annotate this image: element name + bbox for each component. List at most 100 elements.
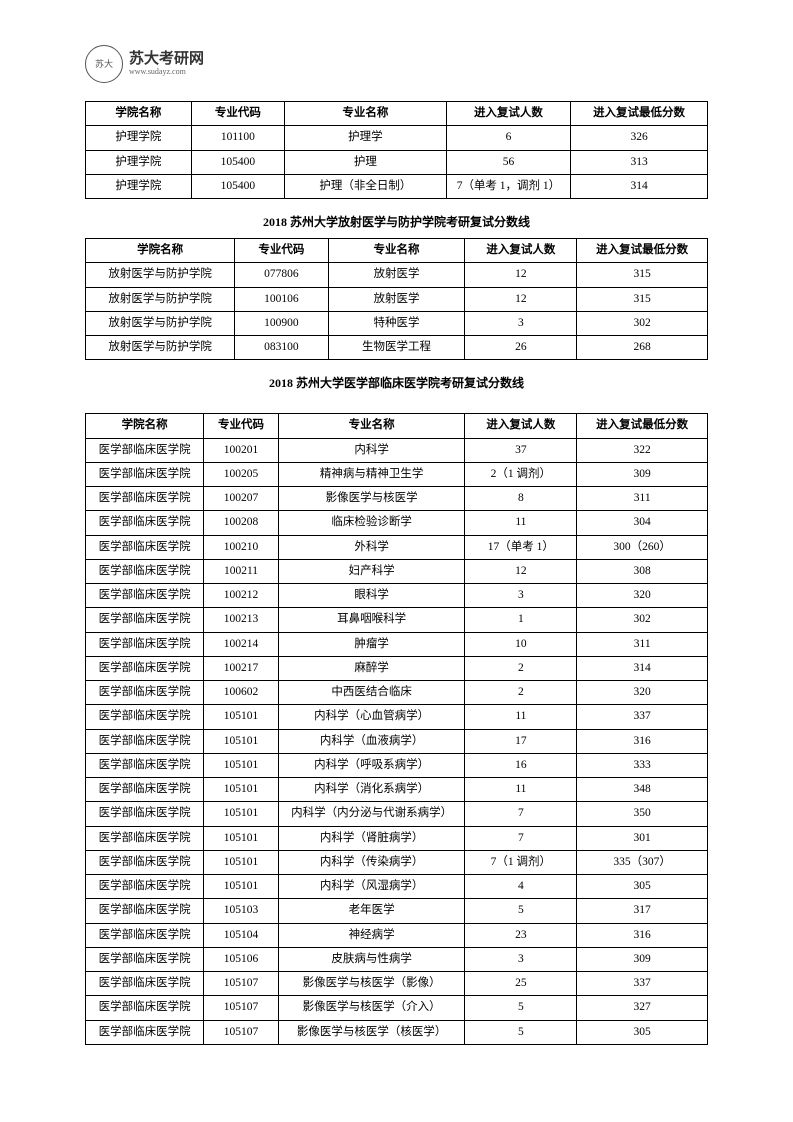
table-cell: 105101 [204, 850, 279, 874]
table-cell: 105101 [204, 753, 279, 777]
table-cell: 护理学院 [86, 126, 192, 150]
table-cell: 7（单考 1，调剂 1） [446, 174, 570, 198]
table-cell: 5 [465, 899, 577, 923]
table-cell: 348 [577, 778, 708, 802]
table-cell: 内科学（呼吸系病学） [278, 753, 465, 777]
table-cell: 1 [465, 608, 577, 632]
table-cell: 268 [577, 336, 708, 360]
table-cell: 医学部临床医学院 [86, 1020, 204, 1044]
table-row: 医学部临床医学院105106皮肤病与性病学3309 [86, 947, 708, 971]
table-cell: 外科学 [278, 535, 465, 559]
table-cell: 316 [577, 729, 708, 753]
table-cell: 301 [577, 826, 708, 850]
table-cell: 313 [571, 150, 708, 174]
section-title-radiology: 2018 苏州大学放射医学与防护学院考研复试分数线 [85, 213, 708, 230]
column-header: 进入复试最低分数 [571, 102, 708, 126]
table-cell: 生物医学工程 [328, 336, 465, 360]
table-cell: 314 [577, 656, 708, 680]
table-cell: 105400 [191, 150, 284, 174]
column-header: 学院名称 [86, 239, 235, 263]
table-cell: 内科学（内分泌与代谢系病学） [278, 802, 465, 826]
table-row: 医学部临床医学院105107影像医学与核医学（介入）5327 [86, 996, 708, 1020]
table-cell: 放射医学与防护学院 [86, 336, 235, 360]
table-cell: 麻醉学 [278, 656, 465, 680]
table-cell: 皮肤病与性病学 [278, 947, 465, 971]
site-logo: 苏大 苏大考研网 www.sudayz.com [85, 45, 708, 83]
table-cell: 内科学（肾脏病学） [278, 826, 465, 850]
table-cell: 妇产科学 [278, 559, 465, 583]
logo-url: www.sudayz.com [129, 68, 204, 77]
table-row: 医学部临床医学院105101内科学（风湿病学）4305 [86, 875, 708, 899]
table-cell: 4 [465, 875, 577, 899]
table-row: 放射医学与防护学院100900特种医学3302 [86, 311, 708, 335]
table-cell: 12 [465, 263, 577, 287]
column-header: 专业代码 [235, 239, 328, 263]
table-row: 医学部临床医学院105101内科学（血液病学）17316 [86, 729, 708, 753]
table-cell: 2 [465, 681, 577, 705]
table-cell: 医学部临床医学院 [86, 511, 204, 535]
table-cell: 5 [465, 1020, 577, 1044]
column-header: 进入复试最低分数 [577, 414, 708, 438]
table-row: 医学部临床医学院100213耳鼻咽喉科学1302 [86, 608, 708, 632]
table-cell: 放射医学与防护学院 [86, 263, 235, 287]
table-clinical: 学院名称专业代码专业名称进入复试人数进入复试最低分数 医学部临床医学院10020… [85, 413, 708, 1045]
table-cell: 100205 [204, 462, 279, 486]
table-cell: 护理（非全日制） [285, 174, 447, 198]
table-cell: 6 [446, 126, 570, 150]
table-cell: 26 [465, 336, 577, 360]
table-cell: 放射医学与防护学院 [86, 287, 235, 311]
table-cell: 影像医学与核医学 [278, 487, 465, 511]
table-cell: 309 [577, 462, 708, 486]
table-cell: 37 [465, 438, 577, 462]
table-cell: 医学部临床医学院 [86, 996, 204, 1020]
table-cell: 311 [577, 487, 708, 511]
table-cell: 3 [465, 584, 577, 608]
table-row: 医学部临床医学院105107影像医学与核医学（影像）25337 [86, 972, 708, 996]
table-cell: 影像医学与核医学（核医学） [278, 1020, 465, 1044]
table-cell: 314 [571, 174, 708, 198]
column-header: 专业名称 [278, 414, 465, 438]
table-cell: 7（1 调剂） [465, 850, 577, 874]
table-row: 医学部临床医学院100217麻醉学2314 [86, 656, 708, 680]
table-cell: 2（1 调剂） [465, 462, 577, 486]
logo-badge-icon: 苏大 [85, 45, 123, 83]
table-cell: 315 [577, 287, 708, 311]
table-cell: 100106 [235, 287, 328, 311]
table-row: 医学部临床医学院105103老年医学5317 [86, 899, 708, 923]
table-cell: 医学部临床医学院 [86, 438, 204, 462]
table-row: 医学部临床医学院100210外科学17（单考 1）300（260） [86, 535, 708, 559]
table-cell: 083100 [235, 336, 328, 360]
table-cell: 302 [577, 311, 708, 335]
table-cell: 25 [465, 972, 577, 996]
table-cell: 327 [577, 996, 708, 1020]
table-cell: 105107 [204, 996, 279, 1020]
table-cell: 12 [465, 559, 577, 583]
table-row: 护理学院105400护理56313 [86, 150, 708, 174]
table-cell: 56 [446, 150, 570, 174]
table-cell: 100900 [235, 311, 328, 335]
table-cell: 医学部临床医学院 [86, 487, 204, 511]
table-cell: 105101 [204, 778, 279, 802]
table-cell: 100214 [204, 632, 279, 656]
table-row: 护理学院105400护理（非全日制）7（单考 1，调剂 1）314 [86, 174, 708, 198]
table-cell: 302 [577, 608, 708, 632]
table-cell: 320 [577, 681, 708, 705]
table-cell: 医学部临床医学院 [86, 729, 204, 753]
table-cell: 医学部临床医学院 [86, 778, 204, 802]
table-cell: 10 [465, 632, 577, 656]
table-cell: 2 [465, 656, 577, 680]
table-cell: 特种医学 [328, 311, 465, 335]
table-cell: 16 [465, 753, 577, 777]
table-cell: 医学部临床医学院 [86, 802, 204, 826]
table-cell: 护理学院 [86, 150, 192, 174]
table-cell: 105106 [204, 947, 279, 971]
table-cell: 315 [577, 263, 708, 287]
table-cell: 11 [465, 778, 577, 802]
table-cell: 100217 [204, 656, 279, 680]
table-cell: 077806 [235, 263, 328, 287]
table-cell: 影像医学与核医学（影像） [278, 972, 465, 996]
table-cell: 护理学 [285, 126, 447, 150]
table-cell: 7 [465, 802, 577, 826]
table-cell: 350 [577, 802, 708, 826]
table-cell: 医学部临床医学院 [86, 850, 204, 874]
